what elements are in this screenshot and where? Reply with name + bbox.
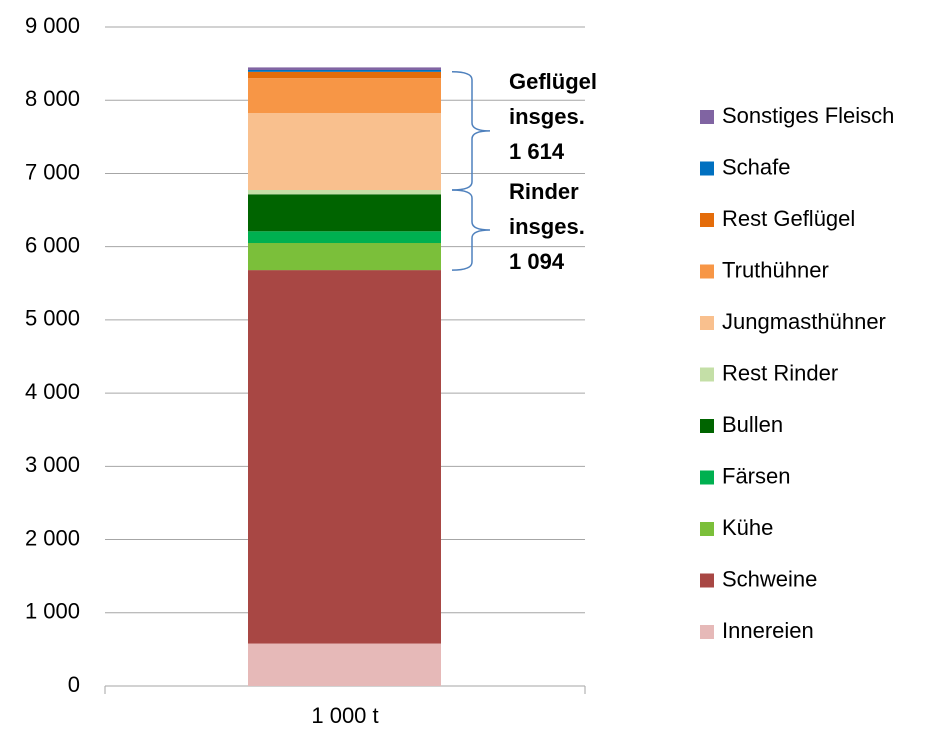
legend-label: Färsen [722, 463, 790, 488]
brace [451, 71, 491, 191]
annotation: 1 614 [509, 139, 565, 164]
annotation: insges. [509, 104, 585, 129]
legend-label: Schafe [722, 154, 791, 179]
bar-segment [248, 113, 441, 190]
legend-label: Truthühner [722, 257, 829, 282]
legend-label: Kühe [722, 515, 773, 540]
bar-segment [248, 231, 441, 244]
legend-swatch [700, 213, 714, 227]
y-tick-label: 0 [68, 672, 80, 697]
legend-label: Bullen [722, 412, 783, 437]
bar-segment [248, 69, 441, 72]
y-tick-label: 8 000 [25, 86, 80, 111]
y-tick-label: 1 000 [25, 599, 80, 624]
y-tick-label: 3 000 [25, 452, 80, 477]
bar-segment [248, 243, 441, 271]
x-tick-label: 1 000 t [311, 703, 378, 728]
brace [451, 189, 491, 271]
bar-segment [248, 270, 441, 644]
y-tick-label: 9 000 [25, 13, 80, 38]
annotation: 1 094 [509, 249, 565, 274]
y-tick-label: 4 000 [25, 379, 80, 404]
legend-swatch [700, 573, 714, 588]
legend-label: Innereien [722, 618, 814, 643]
y-tick-label: 2 000 [25, 525, 80, 550]
legend-label: Sonstiges Fleisch [722, 103, 894, 128]
legend-swatch [700, 419, 714, 433]
bar-segment [248, 71, 441, 79]
bar-segment [248, 78, 441, 114]
legend-swatch [700, 522, 714, 536]
y-tick-label: 6 000 [25, 232, 80, 257]
legend-swatch [700, 470, 714, 485]
bar-segment [248, 189, 441, 195]
bar-segment [248, 67, 441, 70]
bar-segment [248, 643, 441, 686]
legend-label: Jungmasthühner [722, 309, 886, 334]
y-tick-label: 5 000 [25, 306, 80, 331]
legend-swatch [700, 161, 714, 176]
annotation: Rinder [509, 179, 579, 204]
legend-label: Schweine [722, 566, 817, 591]
legend-label: Rest Geflügel [722, 206, 855, 231]
y-tick-label: 7 000 [25, 159, 80, 184]
annotation: insges. [509, 214, 585, 239]
legend-swatch [700, 316, 714, 330]
legend-swatch [700, 110, 714, 124]
legend-swatch [700, 625, 714, 639]
legend-swatch [700, 264, 714, 279]
bar-segment [248, 194, 441, 232]
annotation: Geflügel [509, 69, 597, 94]
legend-swatch [700, 367, 714, 382]
legend-label: Rest Rinder [722, 360, 838, 385]
